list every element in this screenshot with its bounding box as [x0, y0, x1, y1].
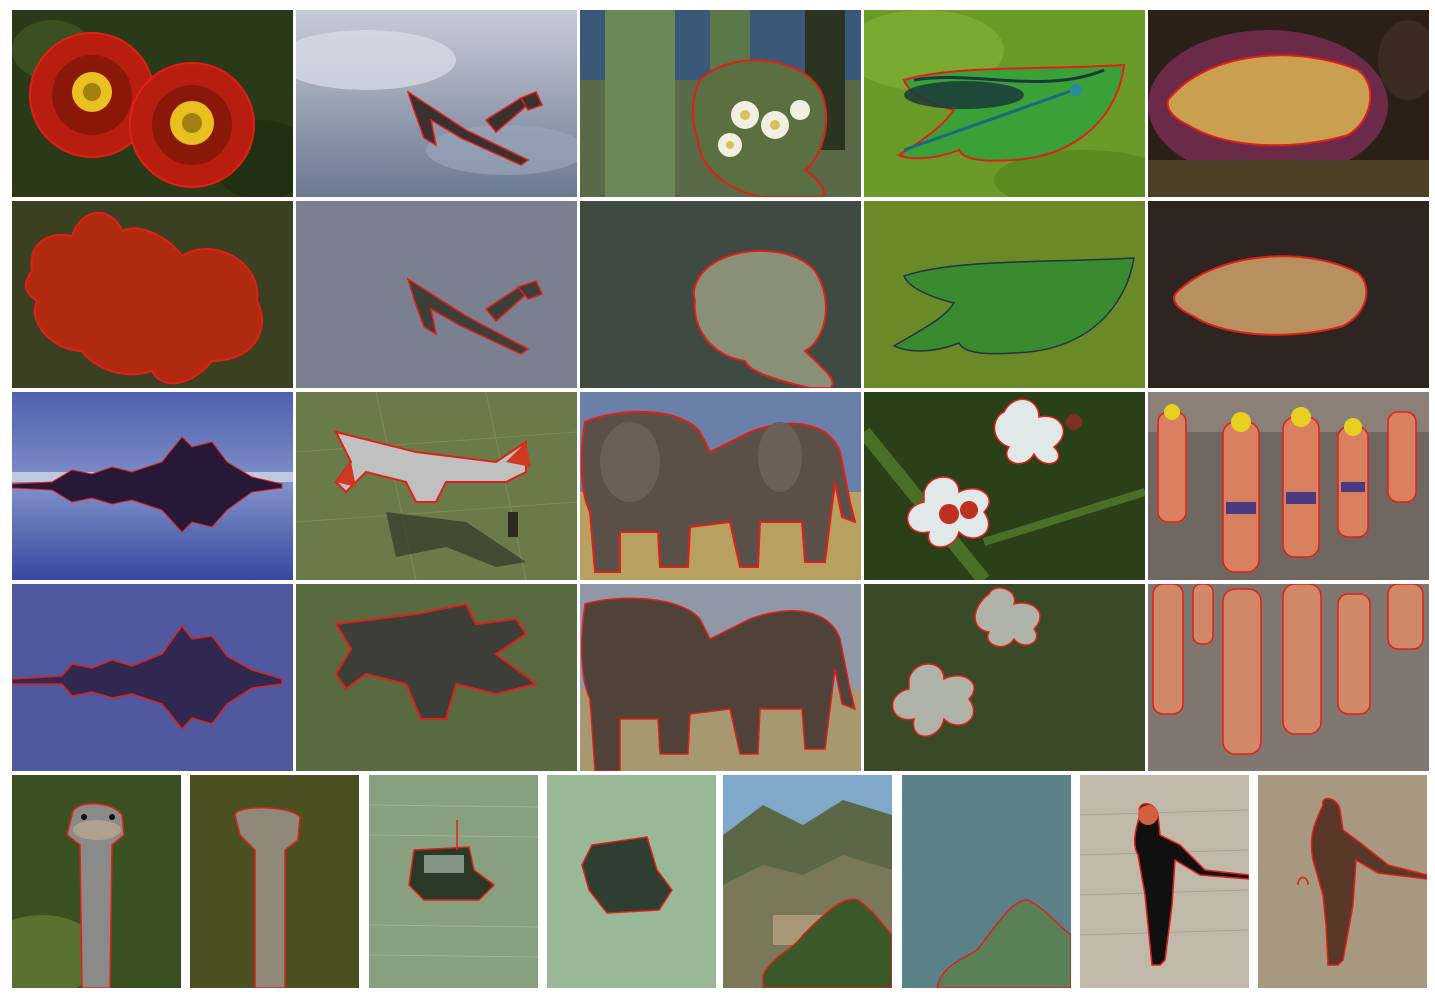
mask-rock-island: [12, 584, 293, 771]
mask-red-flowers: [12, 201, 293, 388]
mask-white-flowers: [864, 584, 1145, 771]
mask-elephants: [580, 584, 861, 771]
mask-airplane: [296, 201, 577, 388]
image-swimmers: [1148, 392, 1429, 580]
image-woman-on-stairs: [1080, 775, 1249, 988]
image-red-flowers: [12, 10, 293, 197]
image-airplane-in-sky: [296, 10, 577, 197]
image-dragonfly-on-leaf: [864, 10, 1145, 197]
mask-grain-basket: [1148, 201, 1429, 388]
image-ostrich: [12, 775, 181, 988]
image-boat-on-water: [369, 775, 538, 988]
mask-boat: [547, 775, 716, 988]
mask-woman: [1258, 775, 1427, 988]
mask-ostrich: [190, 775, 359, 988]
image-elephants: [580, 392, 861, 580]
image-rock-island-reflection: [12, 392, 293, 580]
image-grain-basket: [1148, 10, 1429, 197]
mask-cactus-flowers: [580, 201, 861, 388]
mask-mountain: [902, 775, 1071, 988]
mask-jet: [296, 584, 577, 771]
mask-swimmers: [1148, 584, 1429, 771]
image-mountain-fortress: [723, 775, 892, 988]
image-white-flowers-ladybugs: [864, 392, 1145, 580]
mask-dragonfly-leaf: [864, 201, 1145, 388]
image-cactus-flowers: [580, 10, 861, 197]
image-jet-on-tarmac: [296, 392, 577, 580]
